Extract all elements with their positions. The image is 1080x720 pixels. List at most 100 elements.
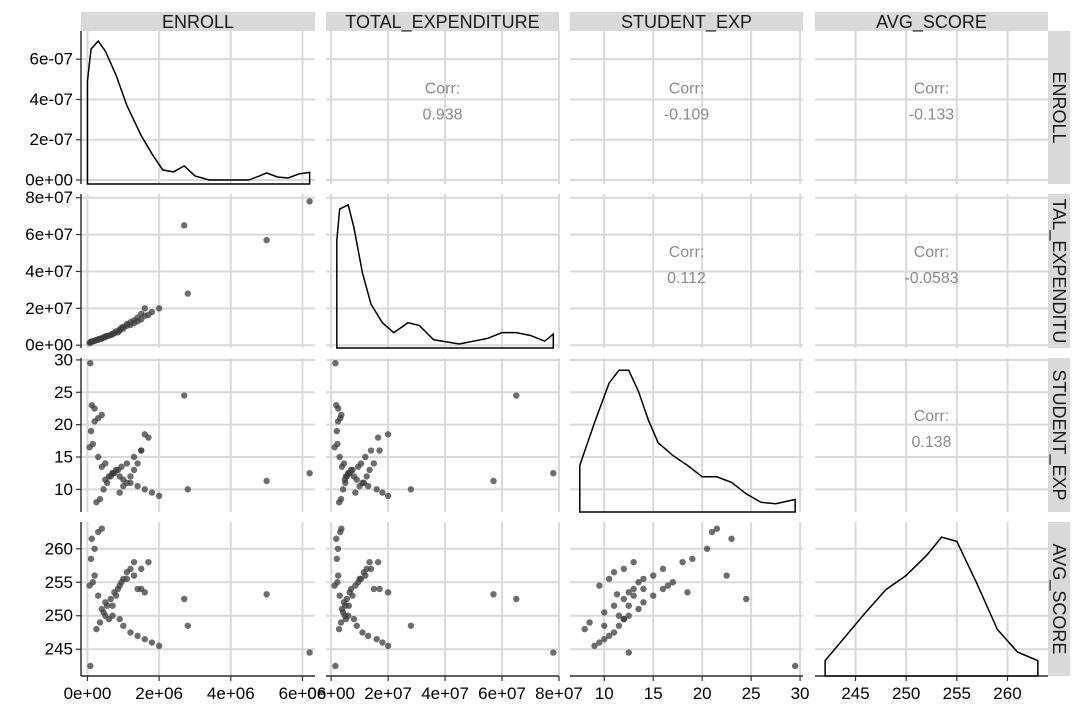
point-3-0-46 (263, 591, 270, 598)
point-3-0-10 (120, 622, 127, 629)
point-3-0-0 (87, 662, 94, 670)
point-2-1-5 (336, 453, 343, 461)
point-3-1-42 (376, 585, 383, 593)
point-3-1-12 (364, 632, 372, 640)
x-tick-label-0-3: 6e+06 (279, 684, 327, 703)
x-tick-label-1-4: 8e+07 (535, 684, 583, 703)
point-3-1-4 (331, 582, 338, 589)
point-2-0-35 (112, 466, 120, 474)
point-2-0-41 (134, 460, 141, 467)
point-2-0-14 (148, 489, 156, 496)
point-2-0-7 (98, 463, 105, 470)
point-2-0-4 (86, 444, 93, 451)
density-enroll (86, 39, 311, 185)
column-strip-label-1: TOTAL_EXPENDITURE (345, 12, 539, 33)
point-2-1-4 (331, 444, 338, 451)
point-3-0-33 (105, 615, 113, 623)
point-3-1-16 (335, 625, 343, 633)
point-3-1-17 (337, 619, 345, 626)
point-3-2-27 (679, 558, 686, 566)
point-2-1-10 (353, 476, 360, 483)
point-3-0-45 (184, 622, 191, 629)
x-tick-label-3-3: 260 (993, 684, 1021, 703)
point-3-2-29 (703, 545, 711, 552)
point-2-1-27 (374, 434, 382, 441)
point-3-2-31 (713, 525, 721, 532)
column-strip-label-2: STUDENT_EXP (621, 12, 752, 33)
x-tick-label-3-0: 245 (841, 684, 869, 703)
x-tick-label-2-2: 20 (693, 684, 712, 703)
point-3-1-9 (350, 615, 358, 623)
point-2-1-31 (338, 411, 345, 419)
point-3-0-43 (141, 589, 148, 596)
point-3-0-15 (155, 642, 163, 650)
point-3-0-25 (130, 572, 138, 579)
point-2-0-31 (98, 411, 105, 419)
point-3-0-35 (112, 592, 120, 599)
point-3-1-37 (356, 575, 363, 583)
point-3-2-12 (605, 632, 613, 640)
x-tick-label-1-0: 0e+00 (307, 684, 355, 703)
y-tick-label-3-3: 260 (45, 539, 73, 558)
point-3-2-38 (610, 569, 618, 576)
y-tick-label-3-0: 245 (45, 640, 73, 659)
point-2-1-15 (384, 492, 392, 500)
column-strip-0 (81, 12, 315, 31)
point-3-2-13 (601, 635, 608, 643)
point-3-2-39 (620, 565, 628, 573)
x-tick-label-0-1: 2e+06 (135, 684, 183, 703)
point-3-1-15 (384, 642, 392, 650)
point-2-1-44 (513, 392, 520, 399)
corr-label-1-3: Corr: (914, 244, 950, 261)
point-3-2-10 (615, 622, 623, 629)
point-2-1-35 (349, 466, 356, 474)
point-3-0-39 (127, 565, 134, 573)
x-tick-label-0-0: 0e+00 (64, 684, 112, 703)
y-tick-label-2-3: 25 (54, 383, 73, 402)
point-3-1-11 (359, 629, 366, 636)
corr-value-1-3: -0.0583 (904, 270, 958, 287)
point-3-0-5 (95, 592, 102, 599)
y-tick-label-2-4: 30 (54, 350, 73, 369)
point-2-1-36 (352, 489, 359, 496)
x-tick-label-1-1: 2e+07 (364, 684, 412, 703)
point-3-1-44 (513, 595, 520, 603)
point-3-0-19 (103, 602, 111, 609)
point-2-1-28 (333, 427, 341, 435)
point-3-0-17 (96, 619, 104, 626)
point-3-2-40 (630, 558, 637, 566)
point-2-0-46 (263, 477, 270, 485)
point-3-1-41 (370, 585, 378, 593)
y-tick-label-3-1: 250 (45, 606, 73, 625)
point-3-0-11 (127, 629, 134, 636)
row-strip-label-1: TAL_EXPENDITU (1048, 199, 1069, 344)
point-2-1-26 (367, 447, 375, 454)
point-3-0-1 (88, 535, 95, 542)
corr-value-1-2: 0.112 (667, 270, 706, 287)
density-avg-score (824, 536, 1039, 677)
point-3-1-40 (366, 558, 373, 566)
point-2-0-13 (141, 486, 148, 493)
x-tick-label-1-3: 6e+07 (478, 684, 526, 703)
point-2-1-7 (338, 463, 346, 470)
point-3-2-43 (684, 589, 691, 596)
point-3-2-33 (620, 615, 628, 623)
point-3-2-37 (605, 575, 613, 583)
point-3-2-30 (708, 528, 716, 536)
row-strip-1 (1048, 194, 1070, 348)
point-3-0-28 (87, 555, 95, 563)
point-3-2-17 (586, 619, 593, 626)
point-1-0-46 (263, 236, 270, 244)
point-2-0-39 (127, 473, 134, 480)
point-3-2-7 (635, 605, 642, 613)
y-tick-label-0-2: 4e-07 (30, 90, 73, 109)
corr-value-2-3: 0.138 (911, 434, 951, 451)
point-3-2-1 (728, 535, 735, 542)
point-3-1-45 (407, 622, 415, 629)
corr-label-0-1: Corr: (425, 81, 461, 98)
point-3-2-36 (596, 582, 603, 589)
point-2-1-41 (370, 460, 378, 467)
point-3-2-35 (630, 592, 637, 599)
point-3-0-12 (134, 632, 141, 640)
point-2-0-38 (123, 479, 131, 487)
